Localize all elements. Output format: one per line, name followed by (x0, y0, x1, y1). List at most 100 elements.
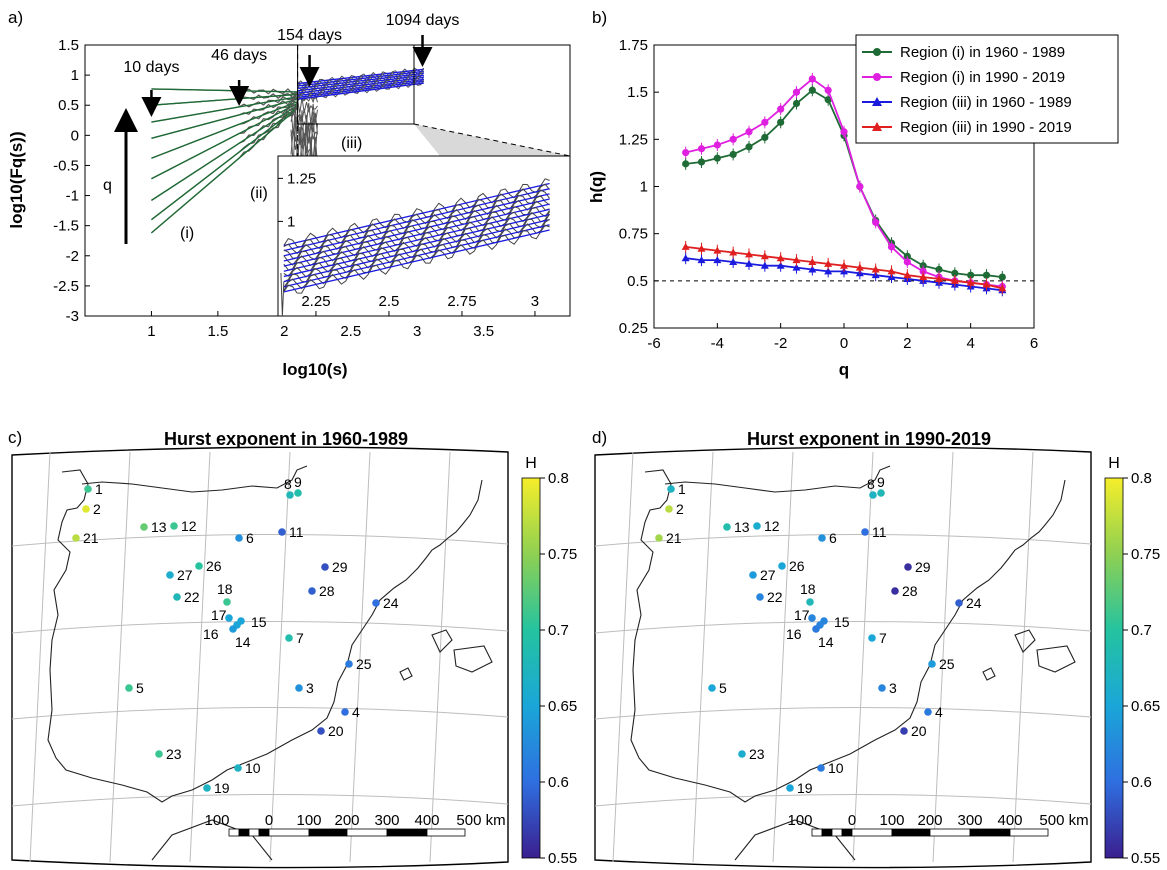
scalebar-label: 500 km (456, 812, 505, 829)
x-tick-label-b: -6 (647, 335, 660, 352)
series-point (935, 274, 943, 282)
fit-line-region-i (151, 93, 298, 106)
station-marker (808, 614, 816, 622)
station-label: 17 (211, 607, 227, 623)
station-marker (285, 634, 293, 642)
scale-annotation: 154 days (277, 27, 342, 44)
y-tick-label-b: 0.5 (627, 273, 648, 290)
parallel-line (11, 706, 509, 720)
series-point (824, 96, 832, 104)
inset-fit-line (283, 208, 550, 272)
colorbar-tick-label: 0.7 (548, 622, 569, 639)
station-marker (195, 562, 203, 570)
station-label: 3 (306, 680, 314, 696)
station-marker (812, 625, 820, 633)
x-tick-label-b: 0 (840, 335, 848, 352)
series-point (713, 246, 722, 254)
station-label: 11 (872, 524, 887, 540)
station-marker (155, 750, 163, 758)
scalebar-label: 100 (204, 812, 229, 829)
map-frame (11, 446, 509, 869)
scalebar-segment (268, 828, 310, 837)
y-tick-label-a: -3 (66, 308, 79, 325)
station-label: 27 (177, 567, 193, 583)
map-frame (594, 446, 1092, 869)
inset-fit-line (283, 219, 550, 283)
station-label: 4 (935, 704, 943, 720)
series-point (760, 261, 769, 269)
x-tick-label-b: 6 (1030, 335, 1038, 352)
scalebar-segment (831, 828, 843, 837)
station-marker (817, 764, 825, 772)
station-marker (723, 523, 731, 531)
fluctuation-curve-ii (290, 110, 318, 146)
series-point (967, 271, 975, 279)
station-marker (820, 617, 828, 625)
scalebar-segment (811, 828, 823, 837)
series-point (729, 257, 738, 265)
colorbar-label: H (525, 455, 537, 472)
legend-entry: Region (i) in 1990 - 2019 (900, 69, 1065, 86)
colorbar-tick-label: 0.65 (1131, 698, 1160, 715)
station-label: 24 (383, 595, 399, 611)
series-point (713, 141, 721, 149)
panel-label-b: b) (592, 8, 607, 27)
station-marker (877, 489, 885, 497)
y-tick-label-a: -0.5 (53, 157, 79, 174)
series-point (856, 182, 864, 191)
fit-line-region-iii (297, 74, 424, 92)
station-label: 18 (217, 581, 233, 597)
island-path (453, 645, 493, 673)
series-point (792, 88, 801, 96)
scalebar-segment (821, 828, 833, 837)
inset-fit-line (283, 203, 550, 267)
scalebar-segment (1009, 828, 1049, 837)
colorbar (521, 477, 541, 859)
series-point (792, 99, 801, 108)
series-point (681, 254, 690, 262)
inset-x-tick-label: 2.5 (379, 293, 400, 310)
station-marker (806, 598, 814, 606)
series-point (824, 86, 832, 94)
series-point (919, 273, 928, 281)
series-point (855, 263, 864, 271)
station-marker (286, 491, 294, 499)
station-marker (308, 587, 316, 595)
inset-curve (283, 207, 550, 277)
station-label: 16 (203, 626, 219, 642)
station-label: 8 (867, 476, 875, 492)
fit-line-region-i (151, 102, 298, 180)
legend-entry: Region (iii) in 1990 - 2019 (900, 119, 1072, 136)
fit-line-region-iii (297, 82, 424, 100)
station-label: 10 (245, 760, 261, 776)
series-point (808, 265, 817, 273)
station-marker (868, 634, 876, 642)
colorbar-tick-label: 0.8 (548, 470, 569, 487)
series-point (903, 271, 912, 279)
series-point (713, 256, 722, 264)
inset-fit-line (283, 229, 550, 293)
legend-marker (872, 122, 882, 131)
station-label: 10 (828, 760, 844, 776)
station-label: 13 (734, 519, 750, 535)
station-marker (140, 523, 148, 531)
coastline-path (47, 469, 483, 803)
station-marker (295, 684, 303, 692)
station-marker (924, 708, 932, 716)
station-label: 9 (877, 474, 885, 490)
y-tick-label-a: 0 (71, 127, 79, 144)
station-label: 5 (136, 680, 144, 696)
inset-curve (283, 183, 550, 255)
scalebar-segment (228, 828, 240, 837)
series-point (872, 218, 880, 226)
map-title: Hurst exponent in 1960-1989 (164, 429, 408, 449)
graticule (594, 451, 1092, 863)
station-label: 25 (356, 656, 372, 672)
scale-annotation: 46 days (211, 47, 267, 64)
meridian-line (349, 451, 371, 863)
series-point (745, 128, 753, 136)
station-marker (786, 784, 794, 792)
series-point (697, 158, 706, 166)
station-marker (234, 764, 242, 772)
